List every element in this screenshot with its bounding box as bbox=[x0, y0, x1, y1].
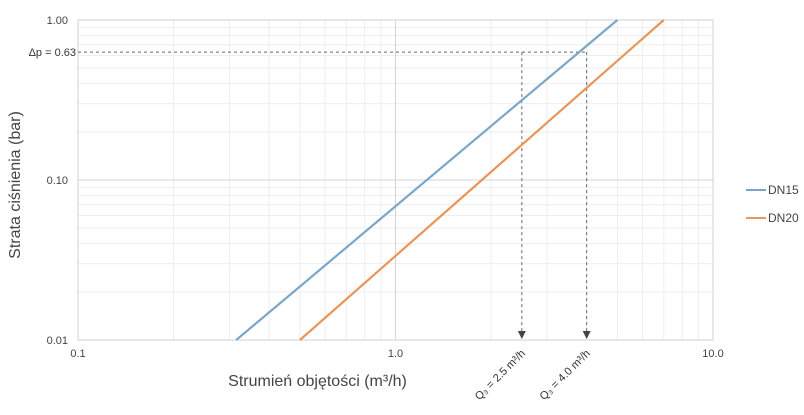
plot-border bbox=[77, 19, 714, 341]
legend-label-dn15: DN15 bbox=[768, 183, 799, 197]
x-axis-title: Strumień objętości (m³/h) bbox=[228, 373, 407, 390]
series-line-dn20 bbox=[299, 19, 665, 341]
legend: DN15 DN20 bbox=[746, 183, 799, 225]
x-tick-labels: 0.1 1.0 10.0 bbox=[70, 348, 723, 360]
series-line-dn15 bbox=[235, 19, 619, 341]
x-tick-label: 0.1 bbox=[70, 348, 85, 360]
legend-label-dn20: DN20 bbox=[768, 211, 799, 225]
y-tick-label: 1.00 bbox=[47, 15, 68, 27]
y-tick-labels: 0.01 0.10 1.00 bbox=[47, 15, 68, 347]
series-lines bbox=[235, 19, 665, 341]
arrow-markers bbox=[517, 331, 591, 339]
x-tick-label: 1.0 bbox=[388, 348, 403, 360]
dashed-guide-lines bbox=[78, 51, 588, 332]
x-tick-label: 10.0 bbox=[702, 348, 723, 360]
q3-dn20-arrow-icon bbox=[582, 331, 591, 339]
y-tick-label: 0.01 bbox=[47, 335, 68, 347]
y-axis-title: Strata ciśnienia (bar) bbox=[7, 111, 24, 259]
q3-dn15-arrow-icon bbox=[517, 331, 526, 339]
delta-p-label: Δp = 0.63 bbox=[29, 47, 76, 59]
y-tick-label: 0.10 bbox=[47, 175, 68, 187]
